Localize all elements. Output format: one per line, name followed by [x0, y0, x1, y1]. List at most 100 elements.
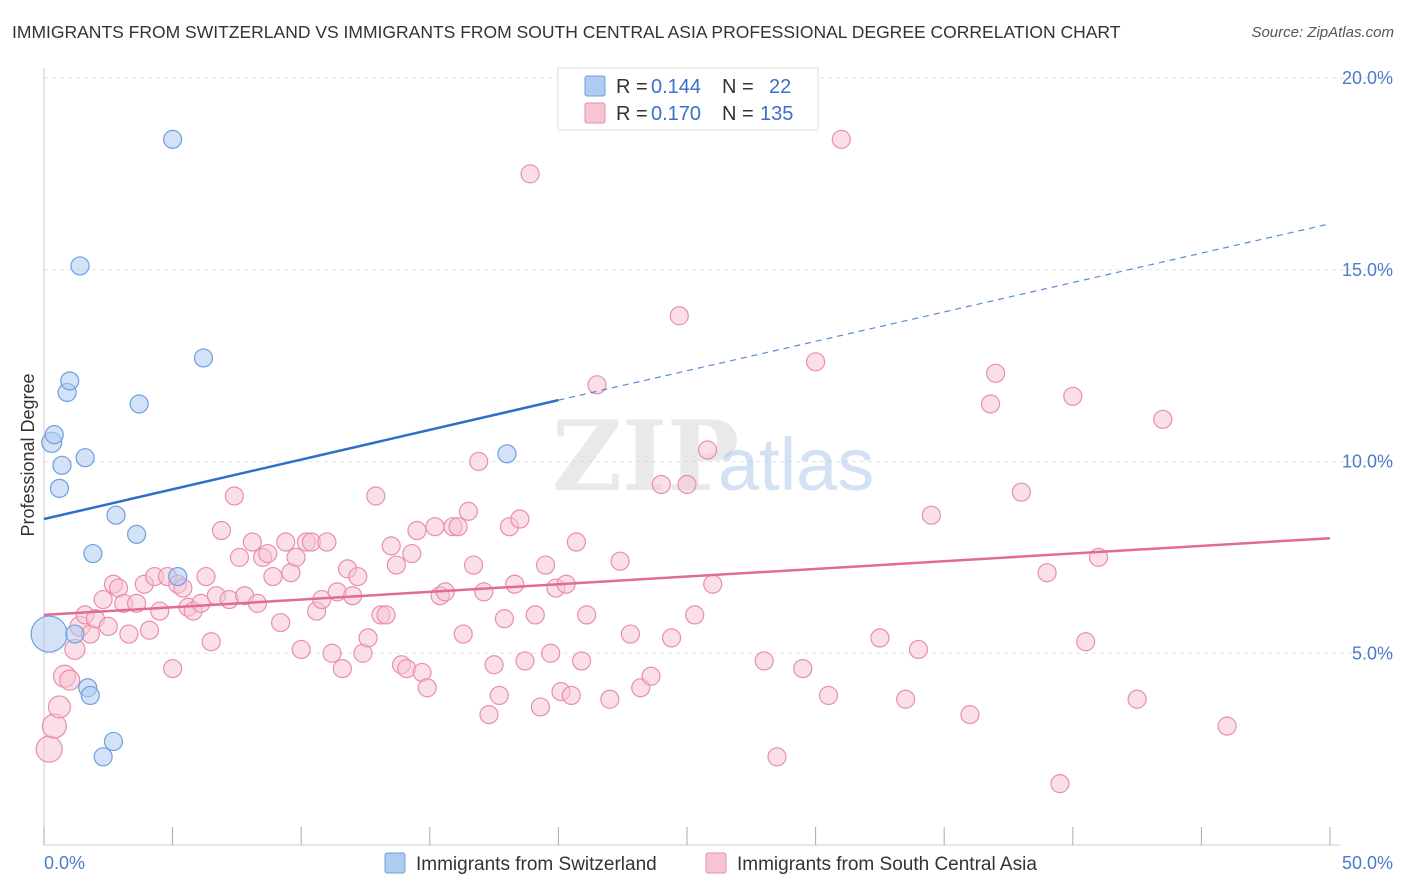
data-point	[263, 566, 283, 587]
data-point	[276, 532, 296, 552]
data-point	[98, 616, 118, 637]
data-point	[463, 555, 484, 575]
data-point	[541, 643, 561, 663]
bottom-legend-swatch-switzerland	[384, 852, 406, 874]
data-point	[322, 643, 342, 663]
data-point	[1153, 409, 1173, 429]
legend-n-label-1: N =	[722, 76, 754, 98]
y-axis-label: Professional Degree	[18, 373, 38, 536]
data-point	[515, 651, 535, 671]
data-point	[1050, 774, 1070, 794]
data-point	[59, 669, 81, 691]
data-point	[697, 440, 718, 460]
data-point	[484, 655, 504, 675]
data-point	[106, 505, 126, 525]
data-point	[271, 612, 291, 633]
data-point	[1076, 632, 1096, 652]
data-point	[494, 609, 514, 629]
data-point	[286, 547, 306, 567]
data-point	[163, 658, 183, 679]
data-point	[980, 394, 1001, 414]
chart-title: IMMIGRANTS FROM SWITZERLAND VS IMMIGRANT…	[12, 22, 1121, 42]
data-point	[366, 486, 386, 506]
data-point	[44, 425, 64, 445]
data-point	[600, 689, 620, 709]
legend-r-value-1: 0.144	[651, 76, 701, 98]
data-point	[1037, 563, 1057, 583]
data-point	[129, 394, 149, 414]
data-point	[908, 639, 929, 660]
series-switzerland-points	[30, 129, 517, 767]
data-point	[1217, 716, 1237, 736]
axes	[43, 68, 1340, 846]
data-point	[358, 628, 378, 648]
y-tick-label: 10.0%	[1342, 452, 1393, 472]
data-point	[525, 605, 545, 625]
data-point	[610, 551, 630, 571]
data-point	[52, 455, 72, 475]
data-point	[381, 536, 401, 556]
x-tick-label-min: 0.0%	[44, 853, 85, 873]
data-point	[469, 451, 489, 472]
data-point	[535, 555, 556, 575]
data-point	[474, 582, 494, 602]
data-point	[805, 352, 826, 372]
legend-r-value-2: 0.170	[651, 103, 701, 125]
data-point	[47, 695, 72, 719]
data-point	[703, 574, 723, 594]
data-point	[831, 129, 851, 149]
data-point	[348, 566, 368, 587]
grid-lines	[44, 77, 1392, 654]
data-point	[93, 589, 113, 610]
data-point	[49, 478, 70, 498]
trend-lines	[43, 223, 1331, 617]
series-south-central-asia-points	[35, 129, 1237, 794]
data-point	[75, 448, 95, 468]
data-point	[332, 658, 352, 679]
data-point	[520, 164, 540, 184]
watermark-atlas: atlas	[718, 423, 874, 506]
data-point	[65, 624, 85, 644]
legend-n-value-1: 22	[769, 76, 791, 98]
data-point	[530, 697, 550, 717]
data-point	[1063, 386, 1083, 406]
data-point	[402, 543, 422, 564]
data-point	[163, 129, 183, 149]
data-point	[458, 501, 478, 521]
bottom-legend-label-switzerland: Immigrants from Switzerland	[416, 854, 657, 875]
legend-swatch-switzerland	[584, 75, 606, 97]
data-point	[407, 520, 427, 541]
data-point	[139, 620, 160, 640]
data-point	[448, 517, 468, 537]
data-point	[754, 651, 774, 671]
data-point	[201, 632, 221, 652]
data-point	[83, 543, 103, 564]
data-point	[211, 520, 232, 541]
data-point	[193, 348, 214, 368]
legend: R = 0.144 N = 22 R = 0.170 N = 135	[557, 67, 819, 131]
data-point	[453, 624, 473, 644]
data-point	[896, 689, 916, 709]
data-point	[93, 747, 113, 767]
data-point	[651, 474, 671, 495]
data-point	[767, 747, 787, 767]
data-point	[960, 705, 980, 725]
data-point	[168, 566, 188, 587]
data-point	[561, 685, 581, 706]
bottom-legend-label-south-central-asia: Immigrants from South Central Asia	[737, 854, 1037, 875]
data-point	[566, 532, 587, 552]
data-point	[497, 444, 517, 464]
x-tick-label-max: 50.0%	[1342, 853, 1393, 873]
data-point	[196, 566, 216, 587]
data-point	[376, 605, 396, 625]
data-point	[70, 256, 90, 276]
data-point	[870, 628, 890, 648]
y-tick-label: 20.0%	[1342, 68, 1393, 88]
data-point	[510, 509, 530, 529]
legend-swatch-south-central-asia	[584, 102, 606, 124]
data-point	[571, 651, 592, 671]
data-point	[489, 685, 509, 706]
data-point	[1127, 689, 1147, 709]
data-point	[242, 532, 262, 552]
